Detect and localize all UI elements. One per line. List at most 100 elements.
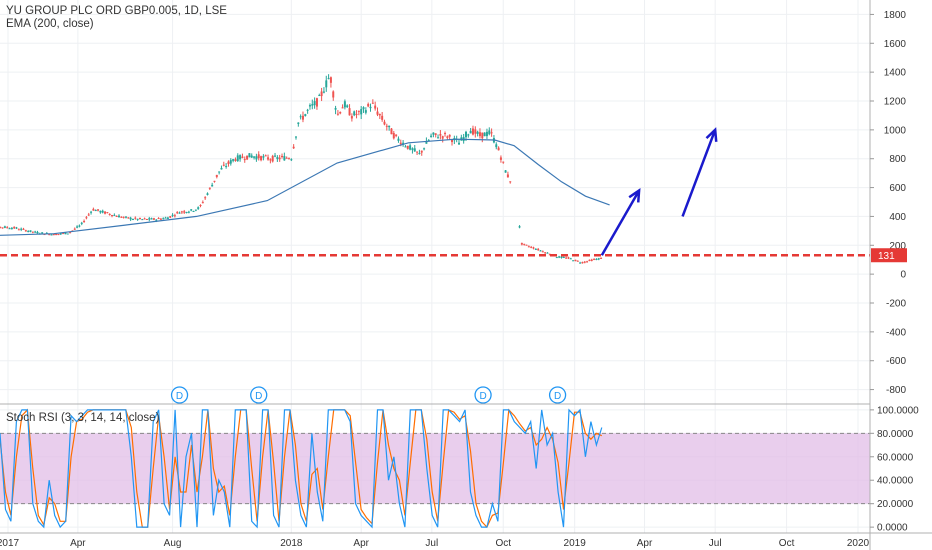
price-candle — [451, 139, 454, 143]
price-candle — [278, 157, 281, 160]
price-candle — [530, 246, 533, 248]
price-candle — [597, 258, 600, 260]
time-axis-label: Aug — [164, 538, 182, 549]
stoch-legend: Stoch RSI (3, 3, 14, 14, close) — [6, 412, 160, 424]
price-candle — [255, 156, 258, 160]
time-axis-label: Jul — [709, 538, 722, 549]
price-candle — [520, 243, 523, 245]
time-axis-label: Apr — [637, 538, 653, 549]
dividend-marker-label: D — [176, 391, 183, 402]
price-candle — [350, 116, 353, 119]
price-candle — [220, 167, 223, 170]
price-axis-label: -200 — [886, 299, 906, 310]
dividend-marker — [250, 386, 268, 404]
price-candle — [565, 257, 568, 259]
price-candle — [34, 231, 37, 233]
stoch-rsi-k-line — [0, 408, 603, 529]
price-candle — [593, 259, 596, 261]
price-candle — [222, 164, 225, 166]
stoch-axis-label: 60.0000 — [877, 452, 914, 463]
price-candle — [118, 215, 121, 218]
price-candle — [576, 260, 579, 262]
price-candle — [225, 166, 228, 168]
price-candle — [581, 262, 584, 264]
price-candle — [504, 170, 507, 173]
dividend-marker — [474, 386, 492, 404]
price-candle — [532, 247, 535, 249]
price-candle — [241, 156, 244, 158]
price-candle — [166, 217, 169, 219]
price-candle — [274, 155, 277, 157]
time-axis-label: Oct — [779, 538, 795, 549]
time-axis-label: Apr — [353, 538, 369, 549]
price-candle — [467, 134, 470, 136]
price-axis[interactable]: 1800 1600 1400 1200 1000 800 600 400 200 0 -200 -40… — [870, 10, 906, 396]
price-candle — [122, 216, 125, 218]
price-candle — [471, 128, 474, 135]
price-candle — [97, 209, 100, 211]
price-candle — [469, 131, 472, 134]
price-candle — [213, 180, 216, 182]
dividend-marker — [548, 386, 567, 404]
price-candle — [357, 110, 360, 112]
price-axis-label: 400 — [889, 212, 906, 223]
price-candle — [315, 98, 318, 107]
price-axis-label: 0 — [900, 270, 906, 281]
price-candle — [348, 108, 351, 116]
price-candle — [64, 232, 67, 235]
price-candle — [148, 218, 151, 220]
price-candle — [83, 221, 86, 223]
price-candle — [257, 154, 260, 159]
price-candle — [423, 148, 426, 150]
price-candle — [73, 228, 76, 230]
price-candle — [157, 218, 160, 220]
price-candle — [288, 158, 291, 160]
price-candle — [159, 218, 162, 220]
price-candle — [1, 227, 4, 229]
price-candle — [127, 217, 130, 219]
stoch-axis-label: 80.0000 — [877, 429, 914, 440]
price-candle — [318, 95, 321, 97]
price-candle — [476, 131, 479, 134]
time-axis-label: 2019 — [564, 538, 587, 549]
price-candle — [248, 153, 251, 158]
price-candle — [399, 142, 402, 145]
price-candle — [320, 91, 323, 97]
price-candle — [464, 131, 467, 138]
price-candle — [588, 259, 591, 261]
price-candle — [448, 134, 451, 137]
price-candle — [420, 150, 423, 153]
price-candle — [90, 211, 93, 213]
price-candle — [339, 111, 342, 114]
price-candle — [518, 226, 521, 228]
time-axis-label: 2017 — [0, 538, 20, 549]
stoch-axis[interactable]: 100.0000 80.0000 60.0000 40.0000 20.0000 0.00… — [870, 405, 919, 534]
forecast-arrow — [600, 189, 641, 256]
price-candle — [544, 252, 547, 254]
dividend-marker-label: D — [554, 391, 561, 402]
price-candle — [20, 228, 23, 230]
price-candle — [332, 91, 335, 98]
price-candle — [355, 113, 358, 115]
time-axis-label: Oct — [495, 538, 511, 549]
price-candle — [234, 159, 237, 161]
price-candle — [290, 159, 293, 161]
price-candle — [367, 103, 370, 107]
price-candle — [192, 211, 195, 213]
time-axis[interactable]: 2017 Apr Aug 2018 Apr Jul Oct 2019 Apr Jul Oct 2020 — [0, 538, 870, 549]
price-candle — [418, 153, 421, 155]
price-candle — [446, 136, 449, 138]
price-candle — [29, 230, 32, 232]
price-candle — [444, 133, 447, 135]
price-candle — [308, 105, 311, 107]
price-candle — [336, 113, 339, 115]
price-candle — [87, 214, 90, 216]
ema-200-line — [0, 138, 610, 236]
price-candle — [378, 113, 381, 116]
price-candle — [134, 217, 137, 219]
price-candle — [155, 219, 158, 221]
time-axis-label: 2018 — [280, 538, 303, 549]
price-axis-label: -800 — [886, 385, 906, 396]
price-candle — [78, 225, 81, 227]
price-candle — [346, 105, 349, 108]
